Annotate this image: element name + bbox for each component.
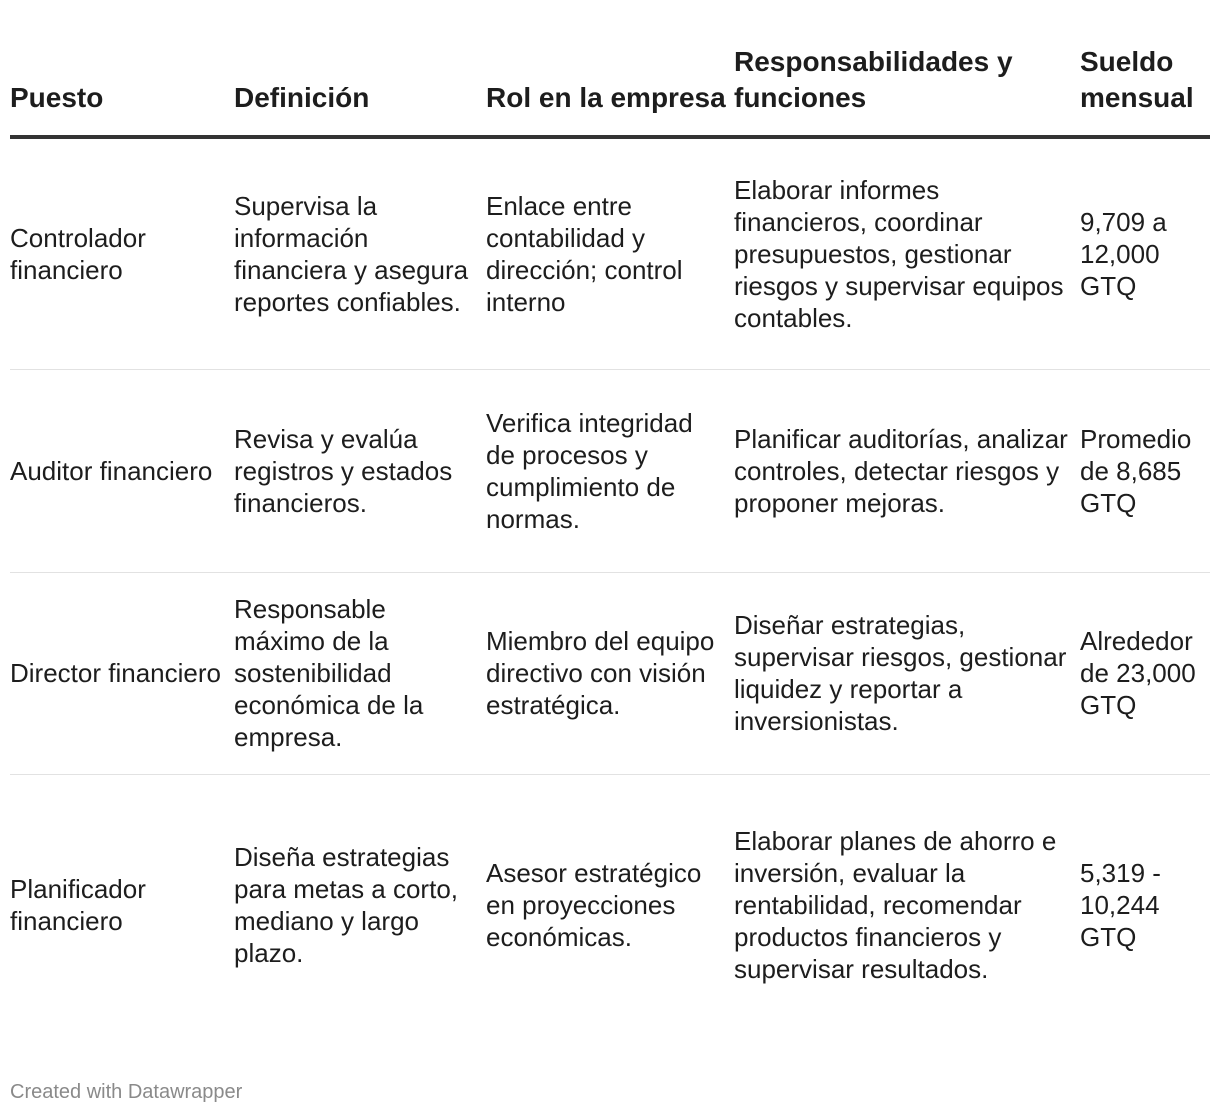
header-definicion: Definición — [234, 82, 370, 113]
datawrapper-credit[interactable]: Created with Datawrapper — [10, 1081, 243, 1103]
header-sueldo: Sueldo mensual — [1080, 46, 1194, 113]
cell-rol: Verifica integridad de procesos y cumpli… — [486, 407, 693, 534]
cell-puesto: Controlador financiero — [10, 222, 146, 285]
cell-puesto: Auditor financiero — [10, 455, 213, 486]
cell-responsabilidades: Elaborar planes de ahorro e inversión, e… — [734, 826, 1057, 985]
cell-rol: Asesor estratégico en proyecciones econó… — [486, 858, 702, 953]
table-row: Director financiero Responsable máximo d… — [10, 572, 1210, 774]
table-row: Controlador financiero Supervisa la info… — [10, 137, 1210, 369]
cell-definicion: Diseña estrategias para metas a corto, m… — [234, 842, 458, 969]
cell-definicion: Responsable máximo de la sostenibilidad … — [234, 594, 424, 752]
header-responsabilidades: Responsabilidades y funciones — [734, 46, 1013, 113]
table-row: Planificador financiero Diseña estrategi… — [10, 774, 1210, 1036]
cell-puesto: Director financiero — [10, 658, 221, 688]
table-row: Auditor financiero Revisa y evalúa regis… — [10, 369, 1210, 572]
cell-sueldo: Alrededor de 23,000 GTQ — [1080, 626, 1196, 720]
cell-sueldo: Promedio de 8,685 GTQ — [1080, 423, 1192, 518]
header-rol: Rol en la empresa — [486, 82, 726, 113]
cell-responsabilidades: Diseñar estrategias, supervisar riesgos,… — [734, 610, 1067, 736]
salary-table-container: Puesto Definición Rol en la empresa Resp… — [10, 44, 1210, 1036]
cell-puesto: Planificador financiero — [10, 874, 146, 937]
cell-definicion: Revisa y evalúa registros y estados fina… — [234, 423, 453, 518]
header-puesto: Puesto — [10, 82, 104, 113]
cell-responsabilidades: Elaborar informes financieros, coordinar… — [734, 174, 1064, 333]
cell-responsabilidades: Planificar auditorías, analizar controle… — [734, 423, 1068, 518]
cell-rol: Miembro del equipo directivo con visión … — [486, 626, 715, 720]
cell-sueldo: 9,709 a 12,000 GTQ — [1080, 206, 1167, 301]
salary-table: Puesto Definición Rol en la empresa Resp… — [10, 44, 1210, 1036]
cell-sueldo: 5,319 - 10,244 GTQ — [1080, 858, 1161, 953]
cell-definicion: Supervisa la información financiera y as… — [234, 190, 469, 317]
cell-rol: Enlace entre contabilidad y dirección; c… — [486, 190, 683, 317]
table-header-row: Puesto Definición Rol en la empresa Resp… — [10, 44, 1210, 137]
